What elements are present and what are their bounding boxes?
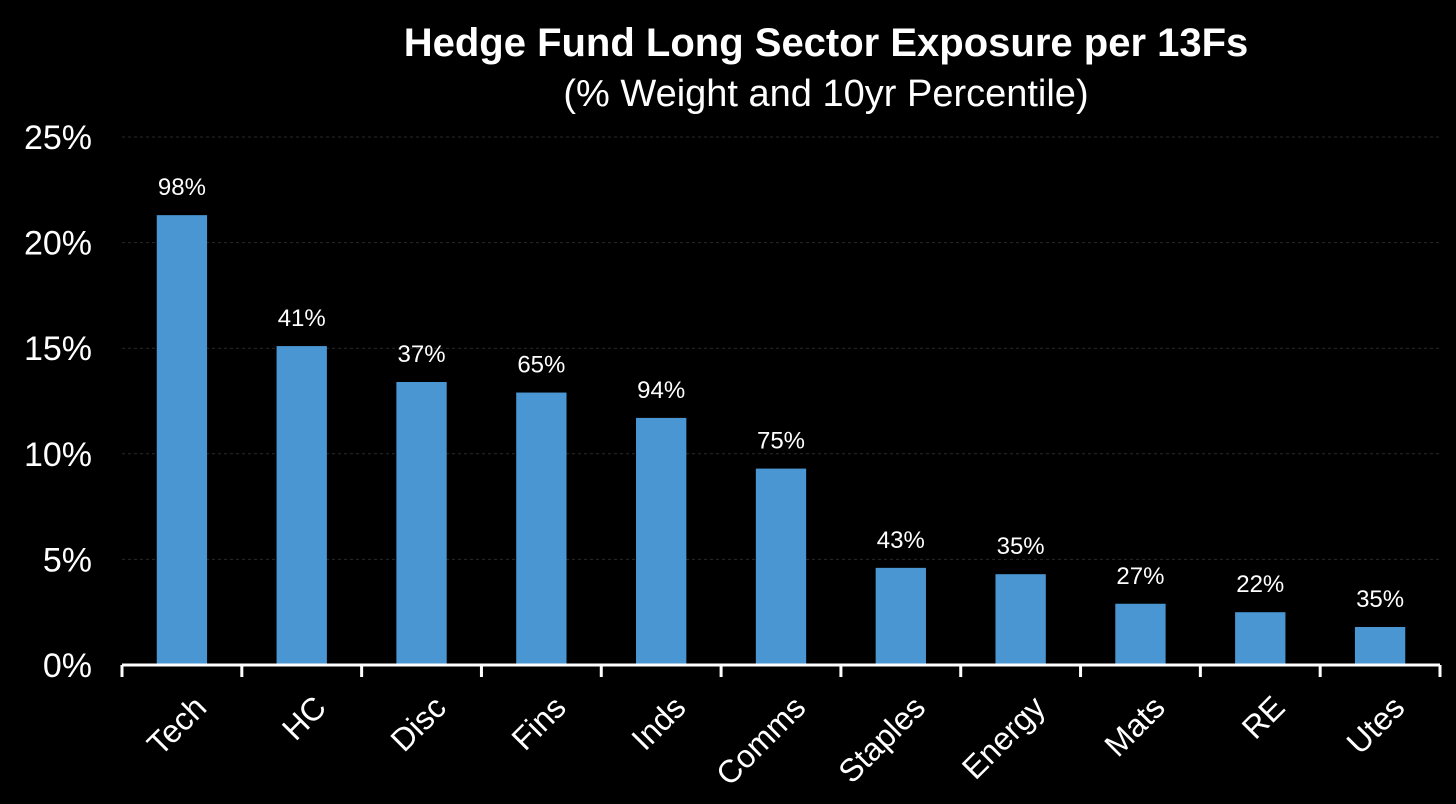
chart-subtitle: (% Weight and 10yr Percentile) xyxy=(563,73,1088,115)
y-tick-label: 15% xyxy=(24,330,92,368)
data-label: 75% xyxy=(757,428,805,455)
data-label: 27% xyxy=(1116,563,1164,590)
data-label: 37% xyxy=(398,341,446,368)
y-tick-label: 5% xyxy=(43,541,92,579)
bar xyxy=(755,468,807,665)
bar xyxy=(516,392,567,665)
data-label: 35% xyxy=(997,533,1045,560)
x-axis xyxy=(120,663,1442,677)
bar xyxy=(396,381,447,665)
y-tick-label: 20% xyxy=(24,225,92,263)
bar xyxy=(636,417,687,665)
bar xyxy=(875,567,926,665)
bar xyxy=(1115,603,1166,665)
data-label: 41% xyxy=(278,305,326,332)
bar xyxy=(1354,626,1406,665)
y-axis-tick-labels: 0% 5% 10% 15% 20% 25% xyxy=(24,119,92,685)
data-label: 98% xyxy=(158,174,206,201)
bars xyxy=(156,215,1406,666)
gridlines xyxy=(122,136,1440,560)
data-label: 65% xyxy=(517,352,565,379)
y-tick-label: 25% xyxy=(24,119,92,157)
bar xyxy=(156,215,208,666)
data-labels: 98% 41% 37% 65% 94% 75% 43% 35% 27% 22% 35% xyxy=(158,174,1404,613)
bar xyxy=(995,574,1046,665)
chart-title: Hedge Fund Long Sector Exposure per 13Fs xyxy=(404,21,1249,65)
y-tick-label: 0% xyxy=(43,647,92,685)
data-label: 35% xyxy=(1356,586,1404,613)
bar xyxy=(1235,612,1286,665)
bar xyxy=(276,346,327,665)
data-label: 22% xyxy=(1236,571,1284,598)
data-label: 43% xyxy=(877,527,925,554)
y-tick-label: 10% xyxy=(24,436,92,474)
data-label: 94% xyxy=(637,377,685,404)
